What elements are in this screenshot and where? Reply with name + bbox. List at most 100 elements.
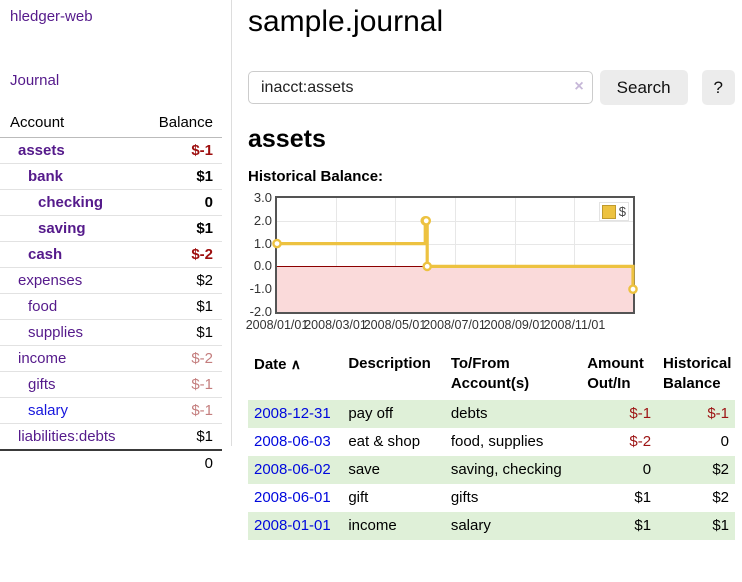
transaction-date-link[interactable]: 2008-06-01 [254, 489, 331, 506]
transaction-accounts: saving, checking [444, 456, 582, 484]
accounts-header-account: Account [0, 110, 144, 138]
nav-journal-link[interactable]: Journal [10, 72, 60, 89]
transaction-description: eat & shop [348, 433, 421, 450]
chart-gridline [335, 198, 337, 312]
chart-negative-region [277, 266, 633, 312]
x-axis-tick-label: 2008/11/01 [543, 318, 606, 332]
account-balance: $-1 [143, 397, 222, 424]
transaction-accounts: salary [444, 512, 582, 540]
y-axis-tick-label: 0.0 [253, 258, 272, 274]
x-axis-tick-label: 2008/07/01 [423, 318, 486, 332]
account-row: supplies $1 [0, 319, 222, 346]
main-content: sample.journal × Search ? assets Histori… [246, 0, 735, 540]
transaction-date-link[interactable]: 2008-01-01 [254, 517, 331, 534]
account-row: salary $-1 [0, 397, 222, 424]
search-input[interactable] [248, 71, 593, 104]
accounts-total-row: 0 [0, 449, 222, 476]
x-axis-tick-label: 2008/03/01 [304, 318, 367, 332]
sidebar-account-link[interactable]: salary [28, 402, 69, 419]
sidebar-account-link[interactable]: income [18, 350, 67, 367]
help-button[interactable]: ? [701, 70, 735, 105]
account-row: assets $-1 [0, 138, 222, 164]
register-row: 2008-06-02 save saving, checking 0 $2 [248, 456, 735, 484]
transaction-amount: $-2 [629, 433, 652, 450]
register-row: 2008-06-01 gift gifts $1 $2 [248, 484, 735, 512]
transaction-balance: $-1 [657, 400, 735, 428]
sidebar-account-link[interactable]: assets [18, 142, 65, 159]
accounts-table: Account Balance assets $-1 bank $1 checking 0… [0, 110, 222, 476]
transaction-accounts: gifts [450, 489, 479, 506]
account-balance: $1 [143, 319, 222, 346]
account-heading: assets [248, 125, 326, 153]
chart-series-line [272, 215, 638, 294]
chart-gridline [395, 198, 397, 312]
transaction-balance: $1 [657, 512, 735, 540]
date-header-label: Date [254, 356, 287, 373]
transaction-date-link[interactable]: 2008-06-02 [254, 461, 331, 478]
sidebar-account-link[interactable]: saving [38, 220, 86, 237]
y-axis-tick-label: -2.0 [249, 304, 272, 319]
clear-search-icon[interactable]: × [574, 78, 584, 95]
account-balance: $1 [143, 215, 222, 242]
sidebar-account-link[interactable]: gifts [28, 376, 56, 393]
chart-gridline [574, 198, 576, 312]
account-balance: $-1 [143, 371, 222, 398]
balance-chart: $ 3.0 2.0 1.0 0.0 -1.0 -2.0 2008/01/01 2008/03… [246, 190, 735, 334]
accounts-header-balance: Balance [143, 110, 222, 138]
account-row: income $-2 [0, 345, 222, 372]
transaction-description: income [342, 512, 445, 540]
chart-title: Historical Balance: [248, 168, 384, 185]
chart-plot-area: $ [272, 196, 638, 314]
y-axis-tick-label: 2.0 [253, 212, 272, 228]
sidebar-account-link[interactable]: liabilities:debts [18, 428, 116, 445]
accounts-total-value: 0 [143, 449, 222, 476]
account-balance: $1 [143, 423, 222, 450]
x-axis-tick-label: 2008/05/01 [363, 318, 427, 332]
transaction-amount: $1 [634, 489, 652, 506]
sidebar-account-link[interactable]: cash [28, 246, 63, 263]
x-axis-tick-label: 2008/09/01 [483, 318, 547, 332]
search-form: × Search ? [248, 70, 735, 105]
register-row: 2008-12-31 pay off debts $-1 $-1 [248, 400, 735, 428]
account-balance: $1 [143, 293, 222, 320]
account-balance: $-1 [191, 142, 213, 159]
transaction-description: save [342, 456, 445, 484]
transaction-date-link[interactable]: 2008-06-03 [254, 433, 331, 450]
transaction-date-link[interactable]: 2008-12-31 [254, 405, 331, 422]
app-title-link[interactable]: hledger-web [10, 8, 93, 25]
transaction-amount: $1 [581, 512, 658, 540]
register-row: 2008-01-01 income salary $1 $1 [248, 512, 735, 540]
transaction-accounts: debts [444, 400, 582, 428]
transaction-description: gift [348, 489, 369, 506]
account-balance: $1 [143, 163, 222, 190]
sidebar-account-link[interactable]: supplies [28, 324, 84, 341]
account-row: checking 0 [0, 189, 222, 216]
chart-gridline [277, 243, 633, 245]
chart-legend: $ [598, 202, 629, 221]
account-row: cash $-2 [0, 241, 222, 268]
register-header-balance: Historical Balance [663, 355, 732, 392]
register-header-row: Date ∧ Description To/From Account(s) Am… [248, 350, 735, 400]
register-row: 2008-06-03 eat & shop food, supplies $-2 0 [248, 428, 735, 456]
register-header-description: Description [348, 355, 431, 372]
account-balance: $2 [143, 267, 222, 294]
search-button[interactable]: Search [599, 70, 688, 105]
chart-gridline [454, 198, 456, 312]
sidebar-account-link[interactable]: food [28, 298, 58, 315]
y-axis-tick-label: -1.0 [249, 281, 272, 297]
account-balance: $-2 [143, 345, 222, 372]
chart-gridline [514, 198, 516, 312]
sort-ascending-icon: ∧ [290, 356, 301, 372]
account-row: saving $1 [0, 215, 222, 242]
page-title: sample.journal [248, 5, 444, 38]
sidebar-account-link[interactable]: expenses [18, 272, 83, 289]
sidebar-account-link[interactable]: bank [28, 168, 64, 185]
register-header-date[interactable]: Date ∧ [248, 350, 342, 400]
sidebar-account-link[interactable]: checking [38, 194, 104, 211]
transaction-balance: $2 [712, 489, 729, 506]
chart-data-point [422, 261, 433, 272]
register-header-accounts: To/From Account(s) [450, 355, 530, 392]
x-axis-tick-label: 2008/01/01 [245, 318, 309, 332]
chart-data-point [628, 284, 638, 294]
account-balance: $-2 [143, 241, 222, 268]
